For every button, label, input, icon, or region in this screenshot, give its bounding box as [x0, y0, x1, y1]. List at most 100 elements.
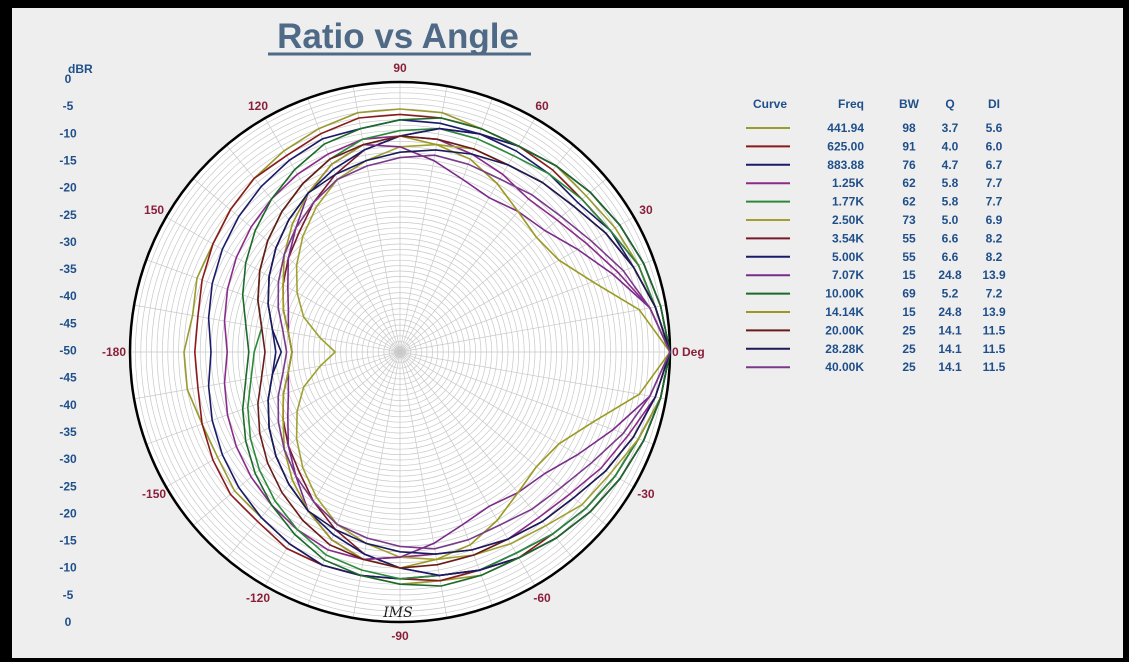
legend-cell: 11.5 — [983, 360, 1006, 374]
series-curve-13 — [267, 149, 671, 555]
angle-label: -150 — [142, 487, 166, 501]
grid-spoke — [399, 86, 448, 353]
legend-cell: 7.7 — [986, 195, 1003, 209]
legend-cell: 10.00K — [825, 287, 864, 301]
series-group — [183, 108, 671, 587]
angle-label: 30 — [639, 203, 653, 217]
legend-cell: 5.8 — [942, 176, 959, 190]
angle-label: 150 — [144, 203, 164, 217]
table-header: Freq — [838, 97, 864, 111]
legend-cell: 15 — [902, 305, 916, 319]
r-tick-label: -45 — [59, 316, 77, 330]
legend-cell: 2.50K — [832, 213, 864, 227]
r-tick-label: -35 — [59, 425, 77, 439]
legend-cell: 28.28K — [825, 342, 864, 356]
legend-cell: 4.0 — [942, 139, 959, 153]
series-curve-11 — [282, 135, 671, 569]
grid-spoke — [307, 98, 401, 353]
table-header: Curve — [753, 97, 787, 111]
legend-cell: 98 — [902, 121, 916, 135]
grid-spoke — [146, 351, 401, 445]
legend-cell: 25 — [902, 360, 916, 374]
legend-cell: 7.07K — [832, 268, 864, 282]
legend-cell: 73 — [902, 213, 916, 227]
table-header: Q — [945, 97, 954, 111]
legend-cell: 14.14K — [825, 305, 864, 319]
polar-grid — [128, 80, 672, 624]
angle-label: 0 Deg — [672, 345, 705, 359]
legend-cell: 883.88 — [827, 158, 864, 172]
legend-cell: 8.2 — [986, 231, 1003, 245]
legend-cell: 6.6 — [942, 250, 959, 264]
legend-cell: 14.1 — [938, 342, 962, 356]
legend-cell: 62 — [902, 176, 916, 190]
legend-cell: 7.7 — [986, 176, 1003, 190]
legend-cell: 14.1 — [938, 360, 962, 374]
legend-cell: 5.0 — [942, 213, 959, 227]
legend-cell: 11.5 — [983, 342, 1006, 356]
legend-cell: 6.9 — [986, 213, 1003, 227]
legend-cell: 62 — [902, 195, 916, 209]
angle-labels: 0 Deg 30 60 90 120 150 -180 -150 -120 -90 -60 -30 — [102, 61, 705, 643]
r-unit-label: dBR — [68, 62, 93, 76]
angle-label: -60 — [533, 591, 551, 605]
chart-title: Ratio vs Angle — [277, 17, 519, 56]
grid-spoke — [146, 259, 401, 353]
legend-table: Curve Freq BW Q DI 441.94 98 3.7 5.6 625.00 91 4.0 6… — [746, 97, 1006, 374]
legend-cell: 91 — [902, 139, 916, 153]
r-tick-label: -5 — [63, 99, 74, 113]
grid-spoke — [226, 144, 401, 353]
legend-cell: 25 — [902, 342, 916, 356]
angle-label: 90 — [393, 61, 407, 75]
grid-spoke — [399, 351, 666, 400]
series-curve-14 — [277, 154, 671, 550]
table-header: BW — [899, 97, 920, 111]
legend-cell: 6.6 — [942, 231, 959, 245]
legend-cell: 13.9 — [982, 268, 1006, 282]
r-tick-label: -40 — [59, 289, 77, 303]
legend-cell: 5.2 — [942, 287, 959, 301]
r-tick-label: -50 — [59, 344, 77, 358]
grid-spoke — [399, 351, 574, 560]
legend-cell: 11.5 — [983, 323, 1006, 337]
r-tick-label: -45 — [59, 371, 77, 385]
r-tick-label: -15 — [59, 153, 77, 167]
grid-spoke — [399, 117, 536, 353]
legend-cell: 20.00K — [825, 323, 864, 337]
legend-cell: 625.00 — [827, 139, 864, 153]
legend-cell: 5.00K — [832, 250, 864, 264]
legend-cell: 24.8 — [938, 268, 962, 282]
angle-label: -90 — [391, 629, 409, 643]
legend-cell: 6.0 — [986, 139, 1003, 153]
angle-label: -180 — [102, 345, 126, 359]
grid-spoke — [134, 304, 401, 353]
grid-spoke — [352, 351, 401, 618]
angle-label: -30 — [637, 487, 655, 501]
legend-cell: 14.1 — [938, 323, 962, 337]
r-tick-label: -40 — [59, 398, 77, 412]
r-tick-label: -10 — [59, 126, 77, 140]
legend-cell: 55 — [902, 250, 916, 264]
legend-cell: 441.94 — [827, 121, 864, 135]
legend-cell: 5.6 — [986, 121, 1003, 135]
legend-cell: 25 — [902, 323, 916, 337]
grid-spoke — [264, 117, 401, 353]
legend-cell: 3.7 — [942, 121, 959, 135]
legend-cell: 8.2 — [986, 250, 1003, 264]
grid-spoke — [226, 351, 401, 560]
legend-cell: 69 — [902, 287, 916, 301]
series-curve-10 — [241, 117, 671, 587]
series-curve-5 — [246, 127, 671, 580]
grid-spoke — [399, 144, 574, 353]
r-tick-label: -10 — [59, 561, 77, 575]
legend-cell: 76 — [902, 158, 916, 172]
grid-spoke — [399, 259, 654, 353]
r-tick-label: -25 — [59, 479, 77, 493]
grid-spoke — [134, 351, 401, 400]
angle-label: 120 — [248, 99, 268, 113]
legend-cell: 55 — [902, 231, 916, 245]
angle-label: -120 — [246, 591, 270, 605]
legend-cell: 15 — [902, 268, 916, 282]
grid-spoke — [264, 351, 401, 587]
